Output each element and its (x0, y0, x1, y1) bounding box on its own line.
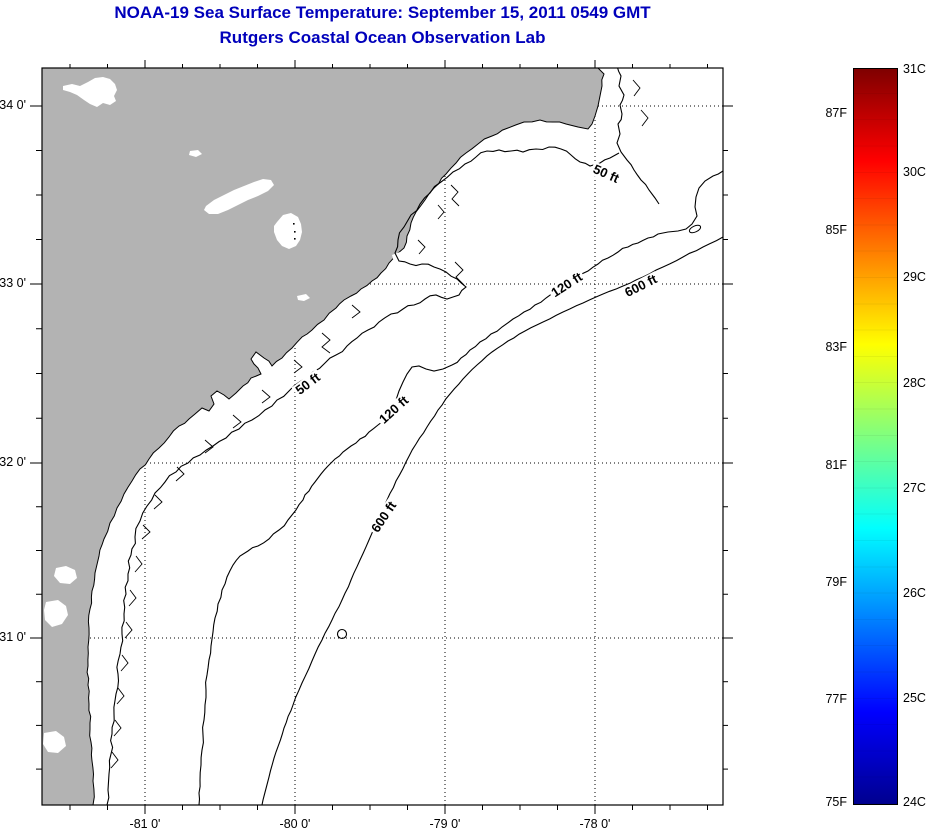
colorbar-temperature-scale (853, 68, 898, 805)
contour-600ft (261, 236, 723, 805)
marsh-mark (351, 304, 361, 319)
colorbar-fahrenheit-label: 77F (825, 692, 847, 706)
lake (274, 213, 302, 249)
lake (204, 179, 274, 214)
contour-50ft-a (616, 68, 660, 205)
colorbar-fahrenheit-label: 75F (825, 795, 847, 809)
lake-islet-dot (294, 238, 296, 240)
colorbar-celsius-label: 24C (903, 795, 926, 809)
marsh-mark (450, 184, 460, 207)
marsh-mark (124, 621, 133, 639)
colorbar-celsius-label: 27C (903, 481, 926, 495)
land-mass (42, 68, 605, 805)
marsh-mark (113, 719, 122, 737)
marsh-mark (417, 239, 426, 255)
colorbar-fahrenheit-label: 87F (825, 106, 847, 120)
marsh-mark (232, 414, 242, 429)
marsh-mark (175, 466, 185, 482)
marsh-mark (134, 555, 143, 573)
x-axis-tick-label: -81 0' (129, 817, 161, 831)
marsh-mark (116, 687, 125, 705)
marsh-mark (261, 389, 271, 404)
colorbar-fahrenheit-label: 85F (825, 223, 847, 237)
marsh-mark (120, 654, 129, 672)
colorbar-celsius-label: 28C (903, 376, 926, 390)
colorbar-celsius-label: 26C (903, 586, 926, 600)
lake (189, 150, 202, 157)
page-subtitle: Rutgers Coastal Ocean Observation Lab (219, 28, 546, 47)
colorbar-celsius-label: 31C (903, 62, 926, 76)
y-axis-tick-label: 32 0' (0, 455, 26, 469)
contour-circle-marker (336, 628, 348, 640)
lake (63, 77, 117, 107)
colorbar-celsius-label: 29C (903, 270, 926, 284)
map-content (42, 68, 723, 805)
lake (297, 294, 310, 301)
marsh-mark (437, 204, 445, 220)
contour-120ft (198, 170, 723, 805)
y-axis-tick-label: 33 0' (0, 276, 26, 290)
colorbar-celsius-label: 30C (903, 165, 926, 179)
colorbar-fahrenheit-label: 83F (825, 340, 847, 354)
marsh-mark (454, 261, 465, 286)
colorbar-fahrenheit-label: 81F (825, 458, 847, 472)
lake (44, 600, 68, 627)
marsh-mark (110, 751, 119, 769)
marsh-mark (204, 439, 214, 454)
page-title: NOAA-19 Sea Surface Temperature: Septemb… (114, 3, 651, 22)
x-axis-tick-label: -80 0' (279, 817, 311, 831)
x-axis-tick-label: -78 0' (579, 817, 611, 831)
lake-islet-dot (293, 223, 295, 225)
contour-ring (688, 224, 702, 234)
marsh-mark (293, 359, 303, 374)
marsh-mark (640, 109, 649, 127)
y-axis-tick-label: 34 0' (0, 98, 26, 112)
marsh-mark (321, 332, 331, 354)
colorbar-fahrenheit-label: 79F (825, 575, 847, 589)
marsh-mark (153, 494, 163, 510)
lake-islet-dot (294, 231, 296, 233)
x-axis-tick-label: -79 0' (429, 817, 461, 831)
lake (43, 731, 66, 753)
contour-50ft-b (106, 146, 620, 805)
marsh-mark (128, 589, 137, 607)
map-frame (41, 67, 724, 806)
colorbar-celsius-label: 25C (903, 691, 926, 705)
y-axis-tick-label: 31 0' (0, 630, 26, 644)
marsh-mark (632, 79, 641, 97)
marsh-mark (141, 524, 151, 540)
lake (54, 566, 77, 584)
